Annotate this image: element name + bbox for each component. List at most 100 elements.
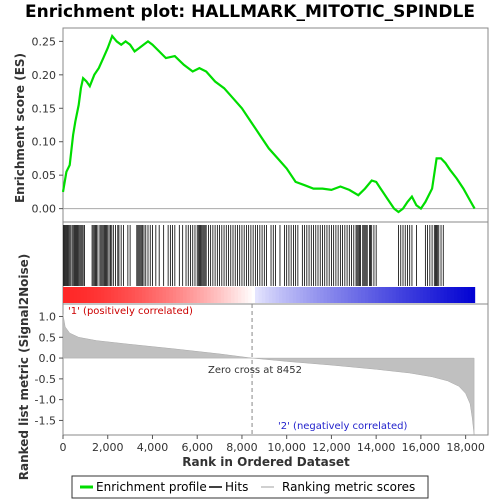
es-tick-label: 0.05 [32,169,57,182]
color-bar-segment [176,287,181,303]
color-bar-segment [409,287,414,303]
color-bar-segment [392,287,397,303]
enrichment-profile-line [61,33,476,214]
color-bar-segment [399,287,404,303]
color-bar-segment [220,287,225,303]
color-bar-segment [337,287,342,303]
color-bar-segment [179,287,184,303]
color-bar-segment [296,287,301,303]
color-bar-segment [141,287,146,303]
metric-tick-label: -1.5 [35,414,56,427]
legend-metric-label: Ranking metric scores [282,480,415,494]
color-bar-segment [234,287,239,303]
color-bar-segment [124,287,129,303]
positive-correlated-label: '1' (positively correlated) [68,306,193,317]
color-bar-segment [207,287,212,303]
rank-color-bar [63,287,476,303]
color-bar-segment [292,287,297,303]
color-bar-segment [100,287,105,303]
color-bar-segment [364,287,369,303]
color-bar-segment [107,287,112,303]
es-axis-title: Enrichment score (ES) [13,53,27,203]
x-tick-label: 2,000 [92,441,124,454]
color-bar-segment [186,287,191,303]
color-bar-segment [169,287,174,303]
es-tick-label: 0.10 [32,136,57,149]
color-bar-segment [80,287,85,303]
color-bar-segment [347,287,352,303]
color-bar-segment [467,287,472,303]
color-bar-segment [412,287,417,303]
color-bar-segment [121,287,126,303]
color-bar-segment [299,287,304,303]
legend-box [71,475,429,499]
color-bar-segment [244,287,249,303]
color-bar-segment [361,287,366,303]
color-bar-segment [265,287,270,303]
color-bar-segment [155,287,160,303]
color-bar-segment [258,287,263,303]
color-bar-segment [159,287,164,303]
color-bar-segment [385,287,390,303]
legend-hits-label: Hits [225,480,248,494]
metric-tick-label: -0.5 [35,373,56,386]
color-bar-segment [76,287,81,303]
color-bar-segment [111,287,116,303]
color-bar-segment [237,287,242,303]
x-tick-label: 14,000 [357,441,396,454]
metric-tick-label: 0.5 [39,331,57,344]
ranking-metric [62,304,475,436]
color-bar-segment [354,287,359,303]
color-bar-segment [357,287,362,303]
color-bar-segment [172,287,177,303]
color-bar-segment [460,287,465,303]
ranking-metric-area [62,314,475,436]
color-bar-segment [69,287,74,303]
color-bar-segment [371,287,376,303]
color-bar-segment [471,287,476,303]
color-bar-segment [313,287,318,303]
color-bar-segment [426,287,431,303]
color-bar-segment [128,287,133,303]
color-bar-segment [419,287,424,303]
es-panel [62,27,489,223]
color-bar-segment [309,287,314,303]
chart-title: Enrichment plot: HALLMARK_MITOTIC_SPINDL… [25,2,475,22]
x-tick-label: 8,000 [226,441,258,454]
color-bar-segment [388,287,393,303]
color-bar-segment [464,287,469,303]
color-bar-segment [440,287,445,303]
color-bar-segment [282,287,287,303]
color-bar-segment [423,287,428,303]
color-bar-segment [251,287,256,303]
color-bar-segment [210,287,215,303]
color-bar-segment [73,287,78,303]
hit-marks [63,225,444,286]
color-bar-segment [344,287,349,303]
color-bar-segment [306,287,311,303]
color-bar-segment [189,287,194,303]
color-bar-segment [93,287,98,303]
color-bar-segment [279,287,284,303]
color-bar-segment [193,287,198,303]
color-bar-segment [97,287,102,303]
color-bar-segment [323,287,328,303]
x-tick-label: 12,000 [312,441,351,454]
color-bar-segment [351,287,356,303]
color-bar-segment [224,287,229,303]
enrichment-profile [61,33,476,214]
color-bar-segment [340,287,345,303]
color-bar-segment [443,287,448,303]
color-bar-segment [217,287,222,303]
color-bar-segment [368,287,373,303]
color-bar-segment [447,287,452,303]
color-bar-segment [135,287,140,303]
color-bar-segment [272,287,277,303]
x-tick-label: 16,000 [402,441,441,454]
metric-tick-label: 1.0 [39,310,57,323]
color-bar-segment [375,287,380,303]
color-bar-segment [436,287,441,303]
metric-y-axis: -1.5 -1.0 -0.5 0.0 0.5 1.0 [35,310,63,427]
es-tick-label: 0.20 [32,69,57,82]
color-bar-segment [196,287,201,303]
